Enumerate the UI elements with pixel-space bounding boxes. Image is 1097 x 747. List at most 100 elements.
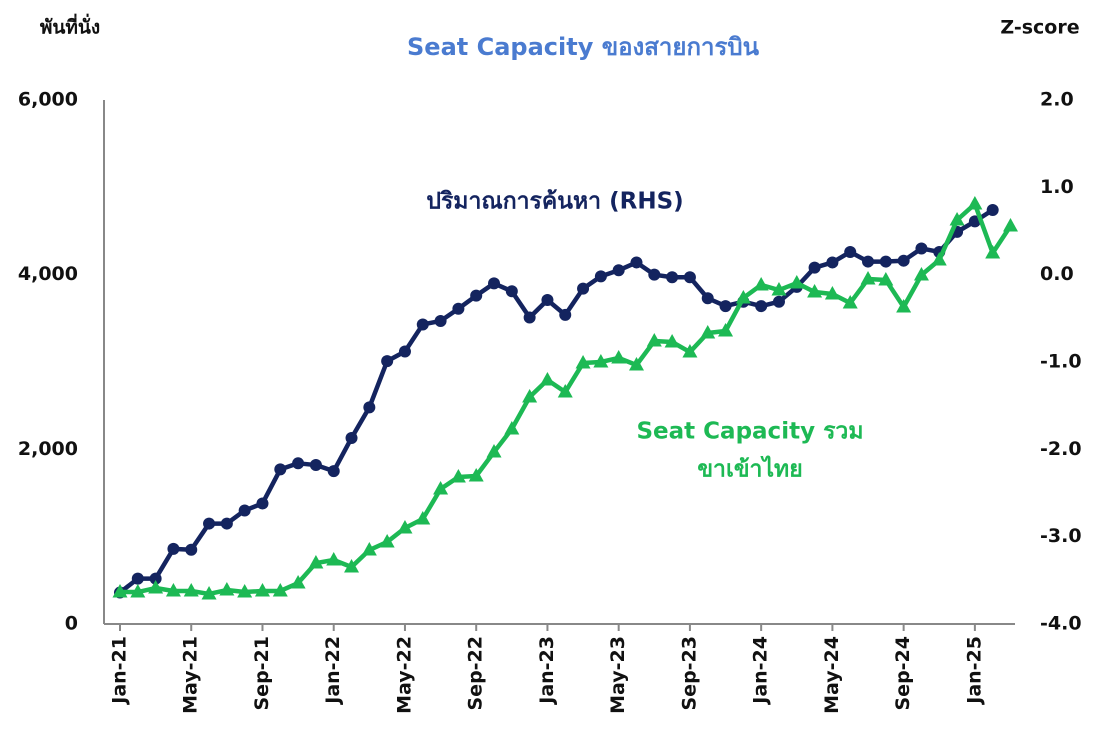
point [824,285,840,300]
point [398,345,411,358]
y-axis-label: พันที่นั่ง [40,14,100,39]
point [755,300,768,313]
y2-tick-label: -4.0 [1040,613,1082,635]
point [309,459,322,472]
point [915,242,928,255]
point [557,384,573,398]
point [753,276,769,291]
point [486,444,502,458]
point [274,463,287,476]
point [238,504,251,517]
point [575,355,591,369]
x-tick-label: Sep-23 [678,636,700,711]
point [468,467,484,482]
point [611,349,627,364]
point [345,431,358,444]
x-tick-label: Sep-22 [465,636,487,711]
point [735,289,751,304]
point [826,256,839,269]
point [416,318,429,331]
point [897,254,910,267]
y2-tick-label: 2.0 [1040,89,1074,111]
point [397,520,413,534]
point [379,533,395,548]
point [450,469,466,483]
point [718,322,734,337]
point [237,584,253,598]
point [131,572,144,585]
point [967,196,983,210]
x-tick-label: May-24 [821,636,843,714]
point [646,333,662,347]
point [772,295,785,308]
y2-tick-label: -3.0 [1040,525,1082,547]
point [577,282,590,295]
point [931,251,947,266]
point [523,311,536,324]
point [149,572,162,585]
point [256,497,269,510]
point [201,585,217,600]
point [203,517,216,530]
point [167,542,180,555]
point [808,261,821,274]
point [361,542,377,556]
point [505,285,518,298]
series-label: ขาเข้าไทย [697,455,802,483]
point [612,264,625,277]
point [628,356,644,371]
point [363,401,376,414]
y-tick-label: 0 [65,613,78,635]
x-tick-label: May-21 [180,636,202,714]
point [272,582,288,597]
point [165,582,181,597]
point [254,582,270,597]
x-tick-label: Jan-21 [109,636,131,706]
x-tick-label: Jan-23 [536,636,558,706]
point [290,575,306,589]
y2-axis-label: Z-score [1000,17,1079,39]
series-label: Seat Capacity รวม [636,419,863,445]
y2-tick-label: -2.0 [1040,438,1082,460]
y-tick-label: 6,000 [18,89,78,111]
point [878,271,894,286]
point [682,344,698,358]
point [130,584,146,598]
point [220,517,233,530]
point [594,270,607,283]
point [470,289,483,302]
point [700,325,716,339]
point [1003,218,1018,232]
point [842,295,858,309]
point [541,293,554,306]
point [559,308,572,321]
point [701,292,714,305]
point [913,267,929,281]
point [504,420,520,435]
point [344,558,360,573]
x-tick-label: May-23 [607,636,629,714]
point [522,389,538,403]
point [326,551,342,566]
point [862,255,875,268]
chart-title: Seat Capacity ของสายการบิน [407,33,760,61]
point [949,211,965,226]
point [807,284,823,298]
point [112,584,128,598]
x-tick-label: Sep-24 [892,636,914,711]
point [539,371,555,386]
series-line [118,208,994,595]
point [183,582,199,597]
point [308,555,324,569]
point [452,302,465,315]
point [488,277,501,290]
x-tick-label: Sep-21 [251,636,273,711]
point [789,275,805,289]
x-tick-label: Jan-25 [963,636,985,706]
x-tick-label: Jan-24 [750,636,772,706]
point [415,511,431,525]
point [986,204,999,217]
point [719,300,732,313]
point [985,245,1001,259]
